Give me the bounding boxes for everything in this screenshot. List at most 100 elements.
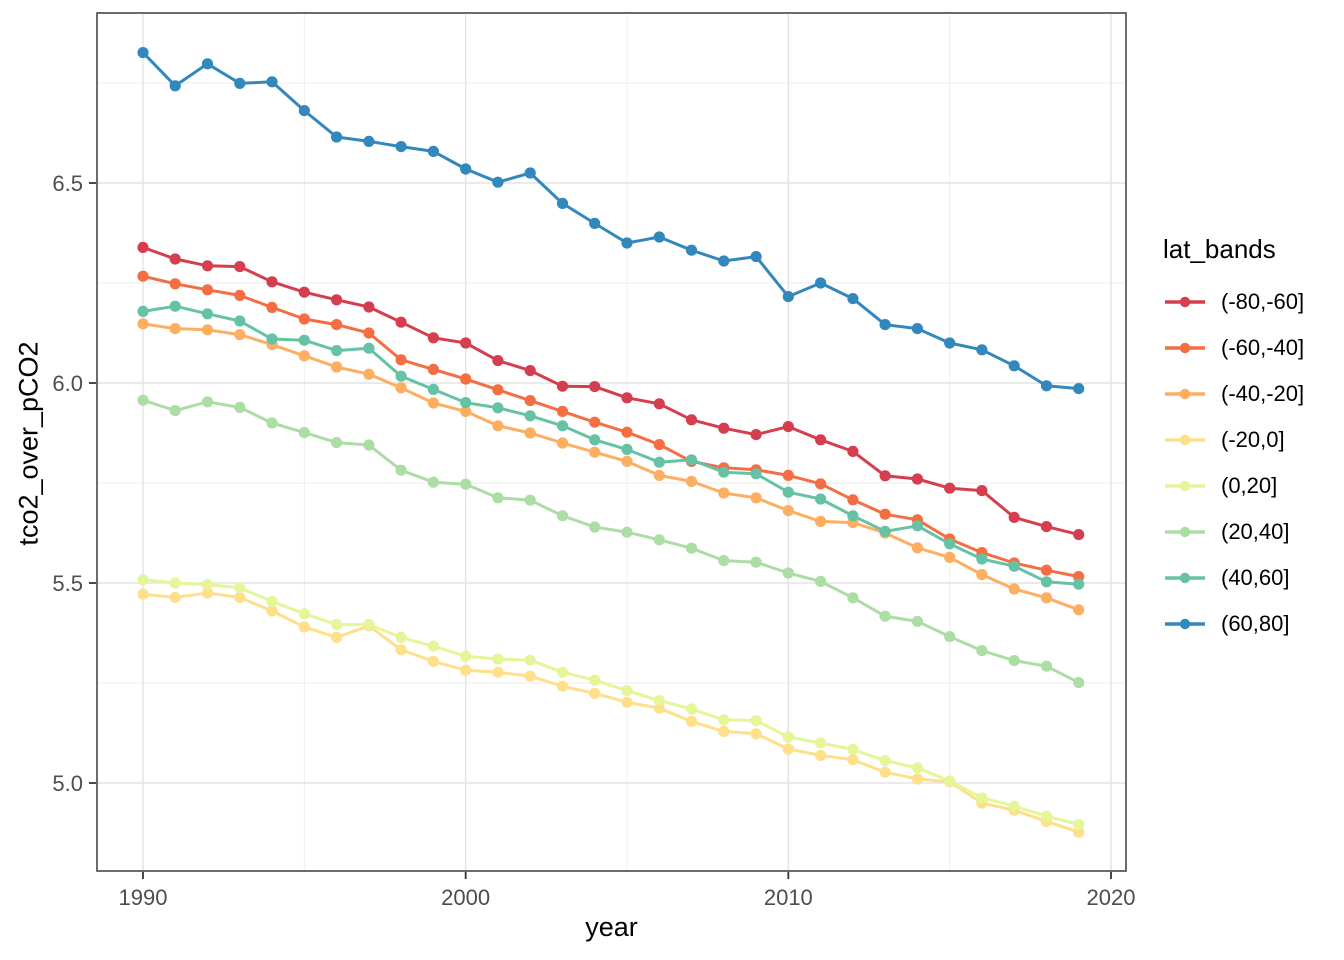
data-point <box>137 270 149 282</box>
y-tick-label: 5.5 <box>52 571 83 596</box>
data-point <box>653 695 665 707</box>
data-point <box>266 595 278 608</box>
data-point <box>653 398 665 410</box>
data-point <box>1008 511 1020 523</box>
series-line <box>141 578 1081 827</box>
data-point <box>395 382 407 394</box>
series-(60,80] <box>137 47 1085 395</box>
data-point <box>685 454 698 466</box>
legend-item: (-80,-60] <box>1163 279 1344 325</box>
data-point <box>556 380 569 392</box>
data-point <box>556 666 569 678</box>
data-point <box>589 521 601 533</box>
data-point <box>621 392 633 404</box>
data-point <box>782 421 794 433</box>
legend-key-dot <box>1179 342 1191 354</box>
data-point <box>169 253 181 265</box>
data-point <box>815 277 827 289</box>
panel-background <box>97 13 1126 871</box>
data-point <box>976 553 988 565</box>
data-point <box>911 615 924 628</box>
data-point <box>363 301 375 313</box>
x-tick-label: 2010 <box>764 885 813 910</box>
data-point <box>169 405 181 417</box>
data-point <box>524 167 536 179</box>
data-point <box>137 574 149 586</box>
series-(-80,-60] <box>137 241 1085 541</box>
data-point <box>911 323 924 335</box>
data-point <box>460 405 472 417</box>
axis-ticks <box>89 182 1112 879</box>
data-point <box>911 473 924 485</box>
data-point <box>718 487 730 499</box>
data-point <box>653 231 665 243</box>
data-point <box>718 422 730 434</box>
legend-label: (-40,-20] <box>1221 381 1305 406</box>
data-point <box>750 492 762 504</box>
data-point <box>427 145 439 157</box>
data-point <box>427 476 439 488</box>
series-line <box>141 322 1081 612</box>
gridlines-major <box>97 13 1126 871</box>
data-point <box>234 582 246 594</box>
data-point <box>266 333 278 345</box>
data-point <box>589 446 601 458</box>
data-point <box>1040 576 1053 588</box>
data-point <box>492 355 504 367</box>
data-point <box>524 395 536 407</box>
data-point <box>137 394 149 406</box>
series-(0,20] <box>137 574 1085 831</box>
data-point <box>718 714 730 726</box>
legend-key-icon <box>1165 572 1205 584</box>
y-tick-label: 5.0 <box>52 771 83 796</box>
data-point <box>137 305 149 317</box>
data-point <box>331 294 343 306</box>
legend-item: (20,40] <box>1163 509 1344 555</box>
data-point <box>782 505 794 517</box>
data-point <box>298 334 310 346</box>
data-point <box>944 337 956 349</box>
legend-key-dot <box>1179 618 1191 630</box>
data-point <box>879 508 891 520</box>
data-point <box>621 526 633 538</box>
data-point <box>427 397 439 409</box>
legend-item: (0,20] <box>1163 463 1344 509</box>
data-point <box>653 456 665 468</box>
data-point <box>750 468 762 480</box>
data-point <box>556 197 569 209</box>
y-axis-title: tco2_over_pCO2 <box>13 341 44 546</box>
data-point <box>556 437 569 449</box>
data-point <box>460 337 472 349</box>
legend-label: (20,40] <box>1221 519 1290 544</box>
y-tick-label: 6.5 <box>52 171 83 196</box>
data-point <box>492 384 504 396</box>
x-axis-title: year <box>585 912 638 942</box>
data-point <box>492 492 504 504</box>
data-point <box>395 141 407 153</box>
data-point <box>944 482 956 494</box>
data-point <box>847 510 859 522</box>
legend-key-dot <box>1179 388 1191 400</box>
data-point <box>137 588 149 600</box>
data-point <box>363 439 375 451</box>
legend-key-dot <box>1179 434 1191 446</box>
data-point <box>524 654 536 666</box>
data-point <box>1008 583 1020 595</box>
data-point <box>201 260 214 272</box>
legend: lat_bands (-80,-60] (-60,-40] (-40,-20] (-2… <box>1163 234 1344 647</box>
data-point <box>911 762 924 774</box>
data-point <box>492 176 504 188</box>
data-point <box>815 434 827 446</box>
data-point <box>266 417 278 429</box>
data-point <box>879 319 891 331</box>
data-point <box>976 569 988 581</box>
data-point <box>234 401 246 413</box>
data-point <box>460 664 472 676</box>
legend-key-icon <box>1165 480 1205 492</box>
series-(-60,-40] <box>137 270 1085 583</box>
data-point <box>201 324 214 336</box>
data-point <box>427 655 439 668</box>
data-point <box>815 737 827 749</box>
data-point <box>685 542 698 554</box>
data-point <box>169 80 181 92</box>
